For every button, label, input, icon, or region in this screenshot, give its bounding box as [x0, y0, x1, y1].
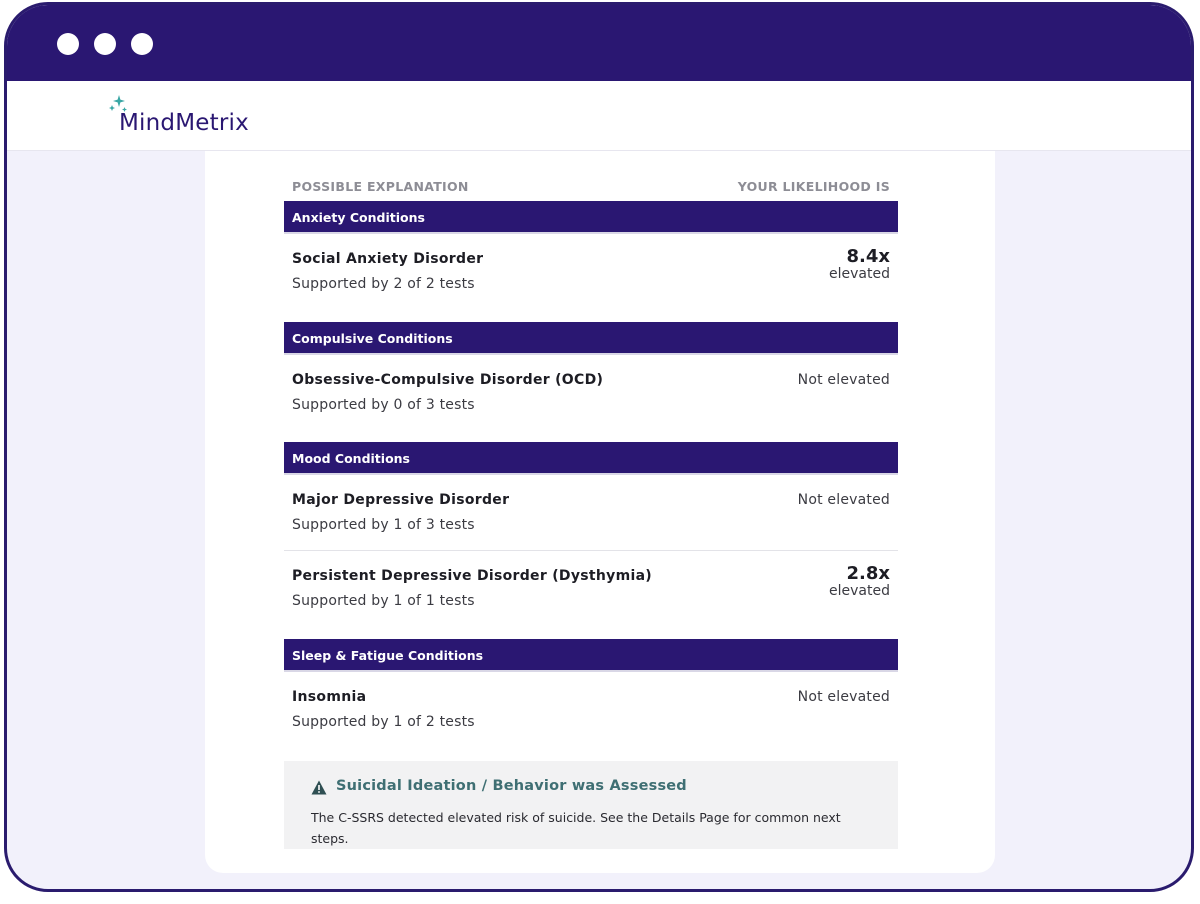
likelihood-label: Not elevated — [797, 689, 890, 705]
likelihood-value: Not elevated — [798, 489, 890, 508]
column-header-explanation: POSSIBLE EXPLANATION — [292, 179, 469, 194]
alert-text: The C-SSRS detected elevated risk of sui… — [311, 810, 841, 846]
likelihood-multiplier: 2.8x — [846, 563, 891, 584]
section-header-anxiety: Anxiety Conditions — [284, 201, 898, 234]
likelihood-label: elevated — [829, 582, 890, 599]
condition-row[interactable]: Major Depressive Disorder Supported by 1… — [284, 475, 898, 551]
results-card: POSSIBLE EXPLANATION YOUR LIKELIHOOD IS … — [205, 151, 995, 873]
likelihood-label: elevated — [829, 265, 890, 282]
window-maximize-dot[interactable] — [131, 33, 153, 55]
alert-title: Suicidal Ideation / Behavior was Assesse… — [336, 778, 687, 794]
suicide-risk-alert: Suicidal Ideation / Behavior was Assesse… — [284, 761, 898, 849]
condition-row[interactable]: Obsessive-Compulsive Disorder (OCD) Supp… — [284, 355, 898, 442]
condition-name: Social Anxiety Disorder — [292, 251, 484, 267]
condition-support: Supported by 2 of 2 tests — [292, 276, 475, 292]
condition-support: Supported by 1 of 2 tests — [292, 714, 475, 730]
section-header-compulsive: Compulsive Conditions — [284, 322, 898, 355]
sparkle-logo-icon — [109, 95, 127, 112]
likelihood-value: 8.4x elevated — [829, 246, 891, 282]
condition-name: Insomnia — [292, 689, 367, 705]
app-header: MindMetrix — [7, 81, 1191, 151]
logo-text: MindMetrix — [119, 110, 249, 136]
likelihood-value: Not elevated — [798, 686, 890, 705]
window-titlebar — [7, 5, 1191, 81]
condition-support: Supported by 1 of 3 tests — [292, 517, 475, 533]
condition-row[interactable]: Persistent Depressive Disorder (Dysthymi… — [284, 551, 898, 639]
warning-icon — [311, 780, 327, 795]
column-header-likelihood: YOUR LIKELIHOOD IS — [737, 179, 890, 194]
likelihood-value: 2.8x elevated — [829, 563, 891, 599]
likelihood-label: Not elevated — [797, 372, 890, 388]
logo[interactable]: MindMetrix — [107, 93, 249, 139]
likelihood-value: Not elevated — [798, 369, 890, 388]
results-table: POSSIBLE EXPLANATION YOUR LIKELIHOOD IS … — [284, 151, 898, 849]
column-headers: POSSIBLE EXPLANATION YOUR LIKELIHOOD IS — [284, 151, 898, 201]
condition-name: Persistent Depressive Disorder (Dysthymi… — [292, 568, 653, 584]
section-header-sleep: Sleep & Fatigue Conditions — [284, 639, 898, 672]
condition-row[interactable]: Insomnia Supported by 1 of 2 tests Not e… — [284, 672, 898, 760]
condition-row[interactable]: Social Anxiety Disorder Supported by 2 o… — [284, 234, 898, 322]
condition-name: Major Depressive Disorder — [292, 492, 510, 508]
likelihood-label: Not elevated — [797, 492, 890, 508]
window-minimize-dot[interactable] — [94, 33, 116, 55]
likelihood-multiplier: 8.4x — [846, 246, 891, 267]
condition-support: Supported by 1 of 1 tests — [292, 593, 475, 609]
condition-support: Supported by 0 of 3 tests — [292, 397, 475, 413]
section-header-mood: Mood Conditions — [284, 442, 898, 475]
condition-name: Obsessive-Compulsive Disorder (OCD) — [292, 372, 604, 388]
browser-window: MindMetrix POSSIBLE EXPLANATION YOUR LIK… — [4, 2, 1194, 892]
window-close-dot[interactable] — [57, 33, 79, 55]
